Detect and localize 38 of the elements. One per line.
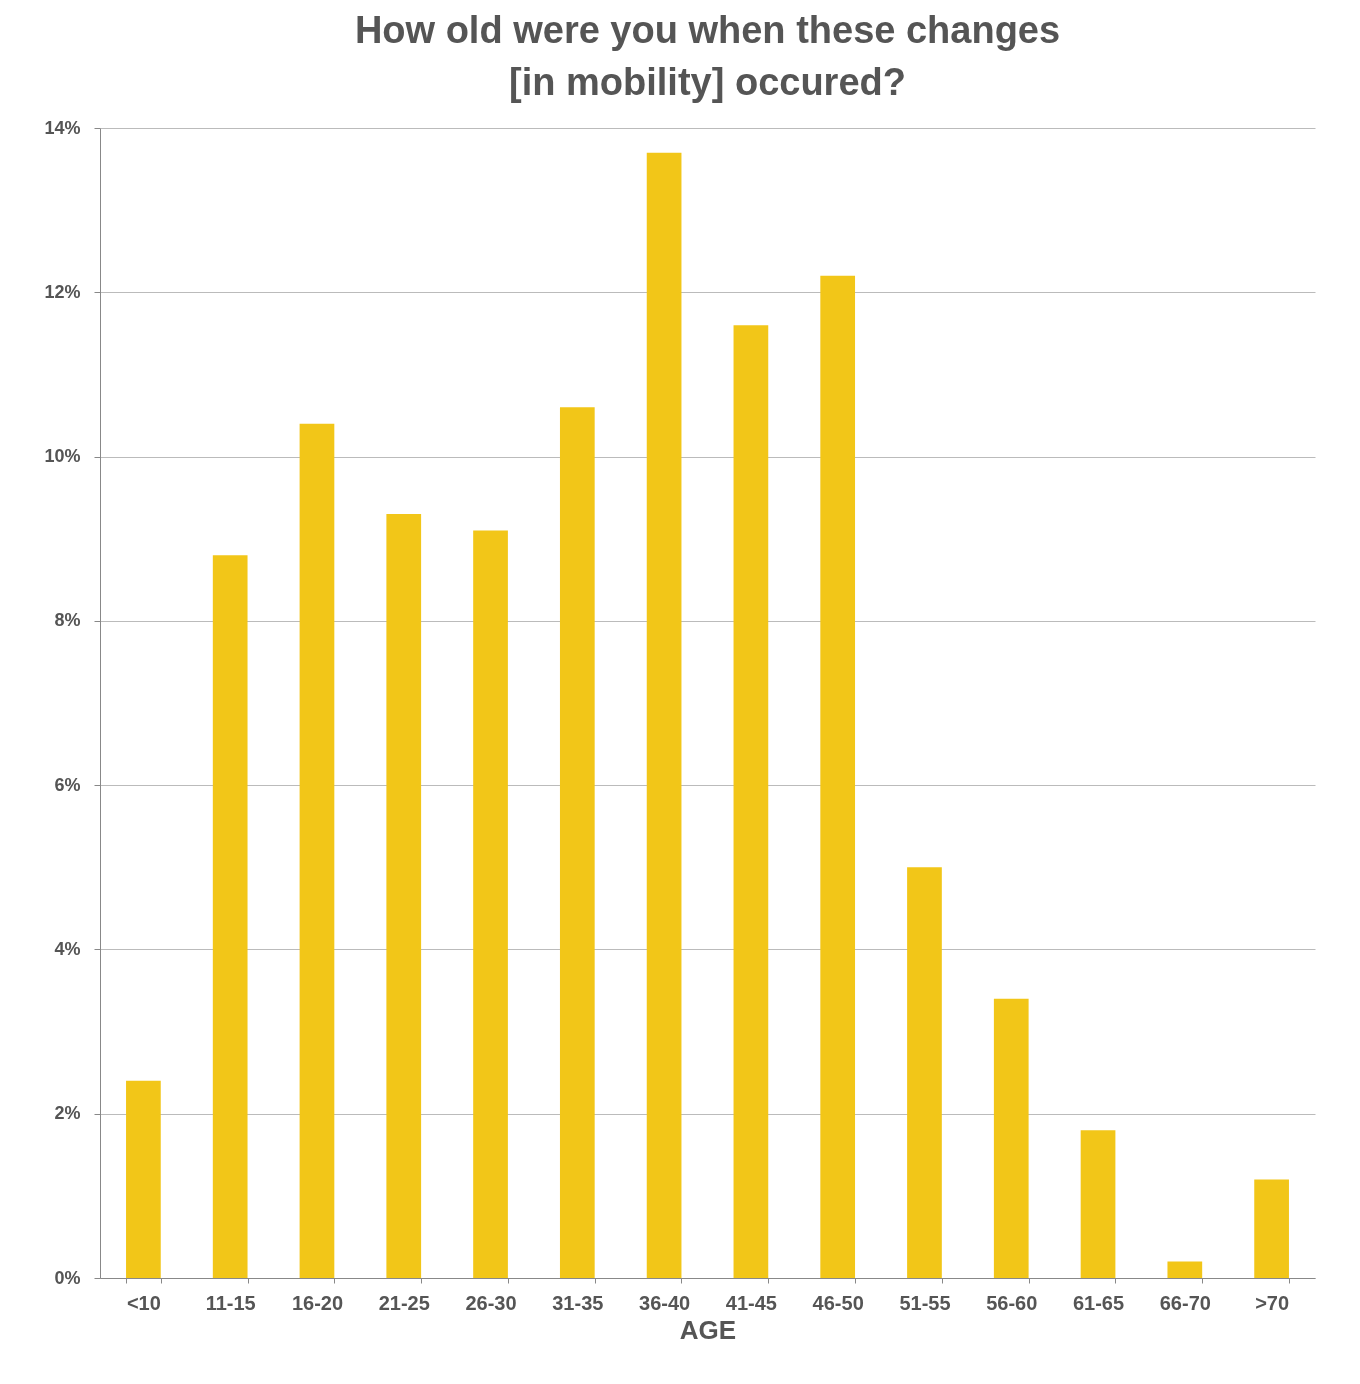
y-tick-label: 4% <box>54 938 81 959</box>
x-tick-label: 36-40 <box>639 1291 691 1314</box>
x-axis-title: AGE <box>679 1314 737 1345</box>
x-tick-label: 26-30 <box>465 1291 517 1314</box>
x-tick-label: 31-35 <box>552 1291 604 1314</box>
bar <box>1254 1179 1289 1278</box>
x-tick-label: 46-50 <box>812 1291 864 1314</box>
bar <box>386 514 422 1278</box>
bar <box>299 423 335 1278</box>
bar <box>907 867 942 1278</box>
x-tick-label: 51-55 <box>899 1291 951 1314</box>
bar <box>993 998 1029 1278</box>
x-tick-label: 61-65 <box>1072 1291 1125 1314</box>
y-tick-label: 2% <box>54 1103 81 1124</box>
x-tick-label: 21-25 <box>378 1291 430 1314</box>
y-tick-label: 0% <box>54 1267 81 1288</box>
y-tick-label: 6% <box>54 774 81 795</box>
bar <box>1080 1130 1116 1278</box>
y-tick-label: 14% <box>44 117 81 138</box>
x-tick-label: 11-15 <box>205 1291 256 1314</box>
x-tick-label: 66-70 <box>1159 1291 1211 1314</box>
y-tick-label: 10% <box>44 446 81 467</box>
x-tick-label: >70 <box>1255 1291 1290 1314</box>
y-tick-label: 8% <box>54 610 81 631</box>
x-tick-label: <10 <box>126 1291 161 1314</box>
x-tick-label: 41-45 <box>725 1291 777 1314</box>
bar <box>820 275 856 1278</box>
bar <box>646 152 682 1278</box>
x-tick-label: 16-20 <box>291 1291 344 1314</box>
bar <box>126 1080 161 1278</box>
bar <box>733 325 769 1278</box>
bar <box>473 530 508 1278</box>
bar <box>1167 1261 1203 1278</box>
x-tick-label: 56-60 <box>986 1291 1038 1314</box>
bar <box>212 555 248 1278</box>
chart-title: How old were you when these changes [in mobility] occured? <box>354 9 1061 103</box>
y-tick-label: 12% <box>44 281 81 302</box>
bar <box>559 407 595 1278</box>
